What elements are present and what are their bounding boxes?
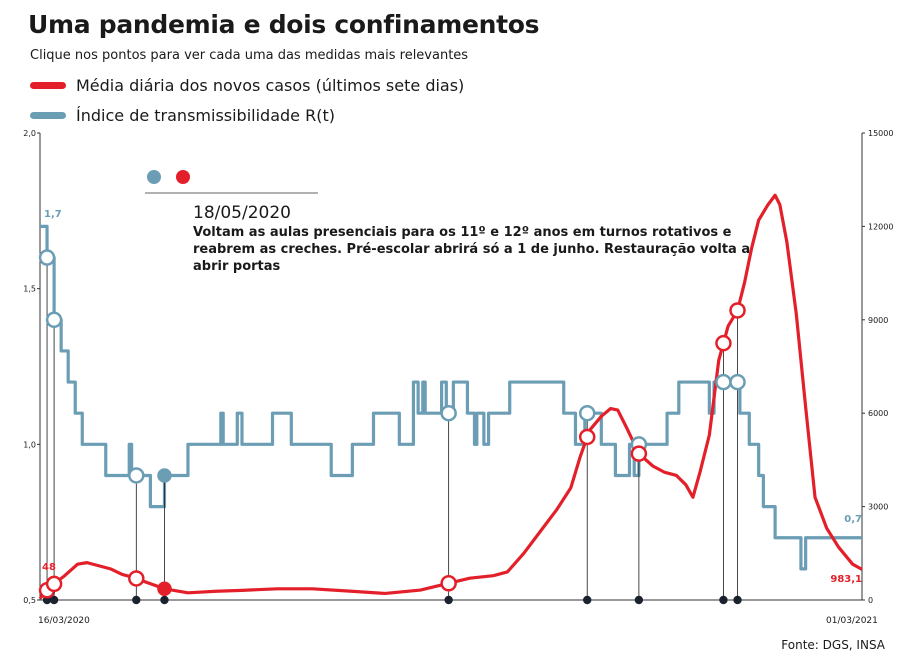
series-value-label: 48 — [42, 562, 56, 573]
chart-title: Uma pandemia e dois confinamentos — [28, 10, 540, 39]
y-right-tick-label: 15000 — [868, 129, 893, 138]
cases-event-point — [128, 570, 145, 587]
legend-swatch-rt — [30, 112, 66, 119]
y-left-tick-label: 2,0 — [23, 129, 36, 138]
cases-event-point — [630, 445, 648, 462]
rt-event-point — [729, 373, 746, 391]
rt-event-point — [128, 467, 145, 484]
rt-line — [40, 224, 862, 571]
cases-event-point — [729, 302, 746, 319]
rt-event-point — [38, 249, 56, 266]
x-axis-start-label: 16/03/2020 — [38, 616, 90, 626]
annotation-date: 18/05/2020 — [193, 203, 291, 223]
y-right-tick-label: 9000 — [868, 316, 888, 325]
legend-swatch-cases — [30, 82, 66, 89]
legend-item-rt: Índice de transmissibilidade R(t) — [30, 106, 335, 125]
annotation-cases-dot — [176, 170, 190, 184]
cases-event-point — [578, 428, 596, 446]
y-left-tick-label: 1,5 — [23, 285, 36, 294]
annotation-text: Voltam as aulas presenciais para os 11º … — [193, 225, 751, 274]
rt-event-point — [45, 311, 63, 329]
x-axis-end-label: 01/03/2021 — [826, 616, 878, 626]
legend-item-cases: Média diária dos novos casos (últimos se… — [30, 76, 464, 95]
annotation-rt-dot — [147, 170, 161, 184]
series-value-label: 0,7 — [844, 514, 862, 525]
chart-subtitle: Clique nos pontos para ver cada uma das … — [30, 48, 469, 63]
cases-event-point — [715, 334, 732, 352]
rt-event-point — [157, 468, 172, 483]
rt-event-point — [578, 404, 596, 422]
cases-event-point — [45, 575, 63, 593]
cases-line — [38, 193, 863, 600]
source-note: Fonte: DGS, INSA — [781, 638, 885, 652]
y-right-tick-label: 0 — [868, 596, 873, 605]
rt-event-point — [440, 404, 457, 422]
cases-event-point — [440, 575, 457, 592]
series-value-label: 1,7 — [44, 209, 62, 220]
y-right-tick-label: 3000 — [868, 503, 888, 512]
series-value-label: 983,1 — [830, 574, 862, 585]
rt-event-point — [715, 373, 732, 391]
y-left-tick-label: 1,0 — [23, 440, 36, 449]
y-left-tick-label: 0,5 — [23, 596, 36, 605]
cases-event-point — [157, 581, 172, 597]
legend-label-rt: Índice de transmissibilidade R(t) — [76, 106, 335, 125]
y-right-tick-label: 12000 — [868, 222, 893, 231]
y-right-tick-label: 6000 — [868, 409, 888, 418]
legend-label-cases: Média diária dos novos casos (últimos se… — [76, 76, 465, 95]
